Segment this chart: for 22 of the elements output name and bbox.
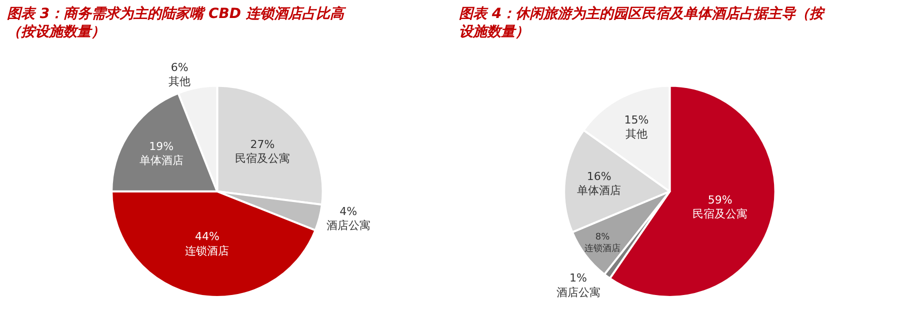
slice-label: 民宿及公寓 (234, 152, 290, 166)
data-label: 59% (708, 193, 732, 206)
data-label: 15% (624, 113, 649, 126)
slice-label: 连锁酒店 (584, 243, 621, 254)
data-label: 6% (170, 60, 188, 74)
slice-label: 单体酒店 (577, 184, 622, 198)
slice-label: 其他 (626, 128, 648, 141)
data-label: 19% (149, 140, 174, 153)
chart-title: 图表 4：休闲旅游为主的园区民宿及单体酒店占据主导（按设施数量） (459, 5, 826, 40)
slice-label: 连锁酒店 (185, 244, 230, 258)
data-label: 1% (570, 272, 587, 285)
slice-label: 酒店公寓 (326, 219, 370, 232)
chart-title: 图表 3：商务需求为主的陆家嘴 CBD 连锁酒店占比高（按设施数量） (7, 5, 347, 40)
data-label: 44% (194, 230, 220, 244)
slice-label: 酒店公寓 (556, 286, 600, 299)
slice-label: 其他 (168, 75, 191, 88)
slice-label: 民宿及公寓 (692, 208, 748, 221)
slice-label: 单体酒店 (139, 154, 184, 168)
data-label: 27% (250, 138, 275, 151)
data-label: 4% (340, 204, 358, 218)
data-label: 16% (586, 170, 612, 183)
data-label: 8% (595, 232, 610, 243)
